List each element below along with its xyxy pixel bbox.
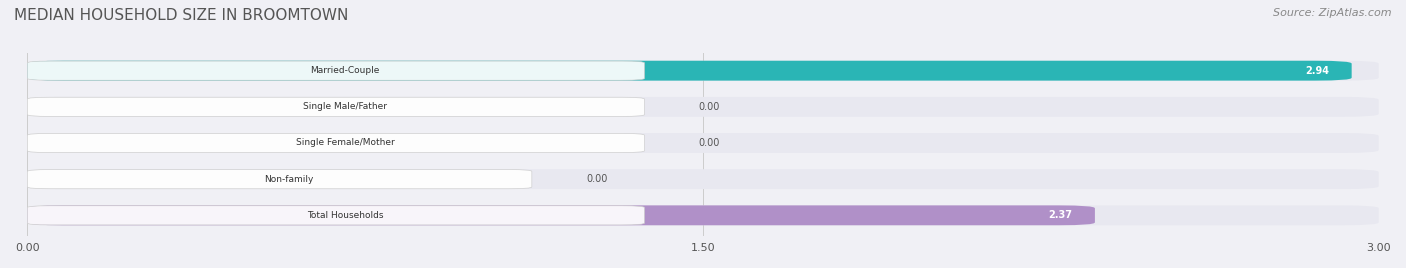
Text: Source: ZipAtlas.com: Source: ZipAtlas.com (1274, 8, 1392, 18)
Text: 0.00: 0.00 (586, 174, 607, 184)
FancyBboxPatch shape (27, 206, 644, 225)
FancyBboxPatch shape (27, 97, 644, 116)
FancyBboxPatch shape (27, 61, 644, 80)
Text: Non-family: Non-family (264, 175, 314, 184)
FancyBboxPatch shape (27, 97, 1379, 117)
Text: Single Female/Mother: Single Female/Mother (295, 139, 394, 147)
Text: 2.37: 2.37 (1049, 210, 1073, 220)
FancyBboxPatch shape (27, 205, 1095, 225)
FancyBboxPatch shape (27, 133, 1379, 153)
FancyBboxPatch shape (27, 61, 1351, 81)
Text: 0.00: 0.00 (699, 102, 720, 112)
Text: Married-Couple: Married-Couple (311, 66, 380, 75)
Text: Single Male/Father: Single Male/Father (302, 102, 387, 111)
Text: MEDIAN HOUSEHOLD SIZE IN BROOMTOWN: MEDIAN HOUSEHOLD SIZE IN BROOMTOWN (14, 8, 349, 23)
Text: 0.00: 0.00 (699, 138, 720, 148)
Text: 2.94: 2.94 (1305, 66, 1329, 76)
Text: Total Households: Total Households (307, 211, 384, 220)
FancyBboxPatch shape (27, 169, 1379, 189)
FancyBboxPatch shape (27, 133, 644, 152)
FancyBboxPatch shape (27, 170, 531, 189)
FancyBboxPatch shape (27, 205, 1379, 225)
FancyBboxPatch shape (27, 61, 1379, 81)
